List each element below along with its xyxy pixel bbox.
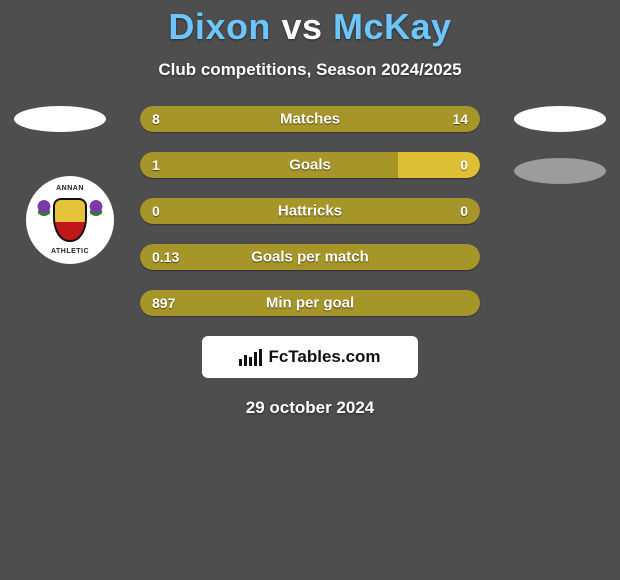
bar-chart-icon — [239, 348, 262, 366]
stat-bar: 897Min per goal — [140, 290, 480, 316]
stat-label: Min per goal — [140, 295, 480, 312]
comparison-card: Dixon vs McKay Club competitions, Season… — [0, 0, 620, 580]
thistle-left-icon — [36, 200, 52, 216]
bar-chart-icon-bar — [239, 359, 242, 366]
player1-name: Dixon — [168, 6, 271, 47]
right-club-logo-2 — [514, 158, 606, 184]
vs-word: vs — [281, 6, 322, 47]
subtitle: Club competitions, Season 2024/2025 — [0, 60, 620, 80]
bar-chart-icon-bar — [259, 349, 262, 366]
annan-athletic-badge: ANNAN ATHLETIC — [34, 184, 106, 256]
page-title: Dixon vs McKay — [0, 0, 620, 48]
left-club-badge-annan: ANNAN ATHLETIC — [26, 176, 114, 264]
bar-chart-icon-bar — [249, 357, 252, 366]
right-club-logo-1 — [514, 106, 606, 132]
stat-bar: 10Goals — [140, 152, 480, 178]
player2-name: McKay — [333, 6, 452, 47]
brand-text: FcTables.com — [268, 347, 380, 367]
content-area: ANNAN ATHLETIC 814Matches 10Goals 00Hattri… — [0, 106, 620, 418]
stat-label: Matches — [140, 111, 480, 128]
shield-icon — [53, 198, 87, 242]
stat-bars: 814Matches 10Goals 00Hattricks 0.13Goals pe… — [140, 106, 480, 316]
stat-bar: 814Matches — [140, 106, 480, 132]
thistle-right-icon — [88, 200, 104, 216]
bar-chart-icon-bar — [254, 352, 257, 366]
stat-bar: 00Hattricks — [140, 198, 480, 224]
date: 29 october 2024 — [0, 398, 620, 418]
stat-label: Hattricks — [140, 203, 480, 220]
badge-text-top: ANNAN — [34, 185, 106, 192]
badge-text-bottom: ATHLETIC — [34, 248, 106, 255]
brand-box[interactable]: FcTables.com — [202, 336, 418, 378]
stat-bar: 0.13Goals per match — [140, 244, 480, 270]
stat-label: Goals per match — [140, 249, 480, 266]
bar-chart-icon-bar — [244, 355, 247, 366]
left-club-logo-1 — [14, 106, 106, 132]
stat-label: Goals — [140, 157, 480, 174]
